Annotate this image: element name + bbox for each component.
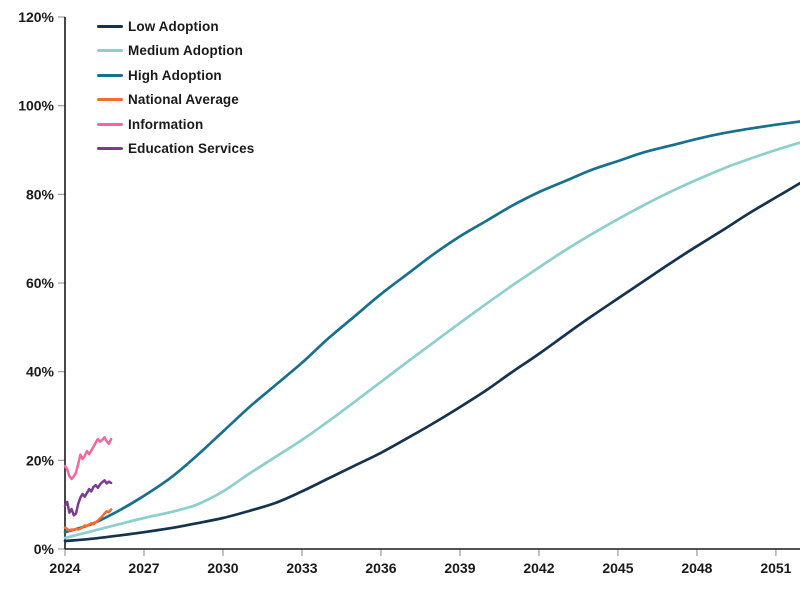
legend-swatch-medium-adoption (97, 49, 123, 53)
legend-item-medium-adoption: Medium Adoption (97, 43, 254, 60)
series-line-medium-adoption (63, 141, 800, 540)
x-tick-label: 2042 (523, 560, 554, 576)
legend-item-national-average: National Average (97, 92, 254, 109)
legend-label-national-average: National Average (128, 92, 239, 108)
series-line-information (63, 436, 113, 481)
legend-swatch-information (97, 122, 123, 126)
series-line-education-services (63, 479, 113, 517)
x-tick-label: 2030 (207, 560, 238, 576)
y-tick-label: 100% (18, 98, 54, 114)
y-tick-label: 40% (26, 364, 55, 380)
x-tick-label: 2027 (128, 560, 159, 576)
x-tick-label: 2039 (444, 560, 475, 576)
legend-item-low-adoption: Low Adoption (97, 18, 254, 35)
legend-item-education-services: Education Services (97, 141, 254, 158)
legend-swatch-low-adoption (97, 24, 123, 28)
x-tick-label: 2024 (49, 560, 80, 576)
x-tick-label: 2045 (602, 560, 633, 576)
legend-label-medium-adoption: Medium Adoption (128, 43, 243, 59)
legend-item-information: Information (97, 116, 254, 133)
x-tick-label: 2051 (760, 560, 791, 576)
legend-label-low-adoption: Low Adoption (128, 18, 219, 34)
chart-legend: Low Adoption Medium Adoption High Adopti… (97, 18, 254, 157)
y-tick-label: 120% (18, 9, 54, 25)
legend-swatch-education-services (97, 147, 123, 151)
y-tick-label: 80% (26, 186, 55, 202)
legend-item-high-adoption: High Adoption (97, 67, 254, 84)
x-tick-label: 2048 (681, 560, 712, 576)
y-tick-label: 60% (26, 275, 55, 291)
series-line-high-adoption (63, 120, 800, 534)
x-tick-label: 2033 (286, 560, 317, 576)
series-line-national-average (63, 508, 113, 532)
series-line-low-adoption (63, 181, 800, 543)
y-tick-label: 0% (34, 541, 55, 557)
legend-swatch-high-adoption (97, 73, 123, 77)
legend-swatch-national-average (97, 98, 123, 102)
x-tick-label: 2036 (365, 560, 396, 576)
legend-label-high-adoption: High Adoption (128, 67, 222, 83)
y-tick-label: 20% (26, 452, 55, 468)
legend-label-information: Information (128, 116, 204, 132)
legend-label-education-services: Education Services (128, 141, 255, 157)
